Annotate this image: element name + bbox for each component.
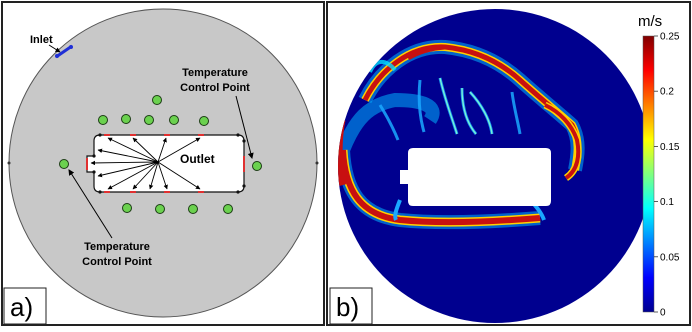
outlet-arrow [157,161,201,190]
colorbar-ticks: 0.25 0.2 0.15 0.1 0.05 0 [654,32,680,319]
temp-point-label-bottom-line2: Control Point [82,256,152,268]
colorbar-tick-label: 0 [660,308,666,319]
outlet-arrow [107,137,159,163]
outlet-arrow [148,161,159,190]
plume [417,79,426,133]
outlet-label: Outlet [180,152,215,166]
temperature-control-point [199,116,209,126]
colorbar-tick-label: 0.1 [660,197,674,208]
outlet-arrow [157,137,201,163]
temperature-control-point [155,204,165,214]
outlet-arrow [157,161,168,190]
temperature-control-point [188,204,198,214]
outlet-cutout-b [400,148,551,206]
inlet-arrow [48,44,61,53]
inlet-label: Inlet [30,34,53,46]
boundary-point [92,170,96,174]
outlet-arrow [97,161,159,178]
temperature-control-point [122,203,132,213]
temp-point-arrow-bottom [68,169,113,239]
domain-edge-point-right [315,161,319,165]
temp-point-arrow-top [235,95,254,159]
panel-b-letter-box [329,287,373,325]
panel-a: Inlet [1,1,325,326]
temperature-control-point [169,115,179,125]
boundary-point [98,190,102,194]
domain-edge-point-left [7,161,11,165]
panel-b-letter: b) [336,292,359,322]
jet-core-lower [340,149,541,226]
plume-core [461,87,477,135]
temperature-control-point [121,114,131,124]
temperature-control-point [59,159,69,169]
inlet-end-point [55,54,59,58]
outlet-arrow [97,148,159,163]
colorbar-tick-label: 0.25 [660,32,680,43]
outlet-arrow [132,137,159,163]
plume [510,91,522,135]
inlet-end-point [69,45,73,49]
boundary-point [98,133,102,137]
colorbar-tick-label: 0.15 [660,142,680,153]
outlet-arrow [157,137,167,163]
boundary-point [242,139,246,143]
temperature-control-point [252,161,262,171]
boundary-point [236,133,240,137]
plume-cores [439,77,493,135]
boundary-point [242,184,246,188]
outlet-arrow [90,160,159,166]
outlet-markers [86,134,245,193]
colorbar-tick-label: 0.05 [660,252,680,263]
plume [378,104,400,141]
plume-core [439,77,458,135]
outlet-arrow [132,161,159,190]
outlet-arrows [90,137,201,190]
jet-bottom-left [393,199,402,221]
outlet-arrow [107,161,159,190]
colorbar-tick-label: 0.2 [660,87,674,98]
temperature-control-point [223,204,233,214]
panel-a-letter: a) [10,292,33,322]
temperature-control-point [152,95,162,105]
panel-a-letter-box [3,287,47,325]
temperature-control-points [59,95,262,214]
velocity-field [338,39,585,230]
colorbar [642,35,655,313]
temp-point-label-top-line2: Control Point [180,82,250,94]
jet-core-right [544,103,581,180]
temp-point-label-bottom-line1: Temperature [84,241,150,253]
boundary-point [236,190,240,194]
temperature-control-point [98,115,108,125]
boundary-point [92,154,96,158]
colorbar-unit: m/s [638,13,662,30]
panel-b: m/s 0.25 0.2 0.15 0.1 0.05 0 b) [326,1,691,326]
plume-upper-left [368,60,397,73]
plume-core [469,91,493,135]
temperature-control-point [144,115,154,125]
outlet-boundary-points [92,133,246,194]
jet-core-top [406,44,446,61]
temp-point-label-top-line1: Temperature [182,67,248,79]
